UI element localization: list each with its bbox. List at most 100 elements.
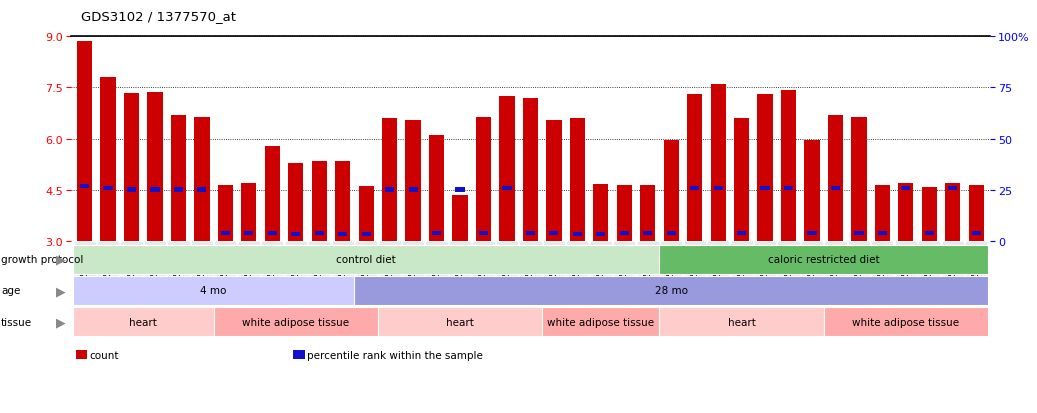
Bar: [828, 116, 843, 242]
Text: tissue: tissue: [1, 317, 32, 327]
Bar: [221, 231, 230, 235]
Bar: [409, 188, 418, 192]
Bar: [288, 163, 304, 242]
Bar: [385, 188, 394, 192]
Bar: [875, 185, 890, 242]
Bar: [572, 232, 582, 237]
Bar: [643, 231, 652, 235]
Bar: [734, 119, 750, 242]
Bar: [500, 97, 514, 242]
Bar: [405, 121, 421, 242]
Bar: [76, 350, 87, 359]
Bar: [429, 136, 444, 242]
Text: heart: heart: [130, 317, 158, 327]
Bar: [948, 186, 957, 190]
Bar: [174, 188, 183, 192]
Bar: [264, 146, 280, 242]
Bar: [660, 245, 988, 275]
Bar: [969, 185, 984, 242]
Bar: [542, 307, 660, 337]
Bar: [901, 186, 910, 190]
Bar: [77, 42, 92, 242]
Bar: [664, 141, 679, 242]
Text: ▶: ▶: [56, 315, 65, 328]
Text: control diet: control diet: [336, 255, 396, 265]
Bar: [667, 231, 676, 235]
Bar: [80, 184, 89, 189]
Bar: [757, 95, 773, 242]
Bar: [359, 186, 373, 242]
Bar: [569, 119, 585, 242]
Bar: [596, 232, 606, 237]
Bar: [150, 188, 160, 192]
Bar: [104, 186, 113, 190]
Bar: [546, 121, 561, 242]
Bar: [362, 232, 371, 237]
Bar: [214, 307, 377, 337]
Bar: [878, 231, 887, 235]
Bar: [808, 231, 816, 235]
Bar: [242, 184, 256, 242]
Bar: [218, 185, 233, 242]
Bar: [922, 187, 937, 242]
Bar: [502, 186, 511, 190]
Bar: [335, 161, 351, 242]
Bar: [710, 85, 726, 242]
Bar: [194, 117, 209, 242]
Bar: [526, 231, 535, 235]
Bar: [550, 231, 559, 235]
Text: percentile rank within the sample: percentile rank within the sample: [307, 350, 483, 360]
Bar: [617, 185, 632, 242]
Bar: [293, 350, 305, 359]
Bar: [73, 276, 355, 306]
Text: heart: heart: [446, 317, 474, 327]
Bar: [945, 184, 960, 242]
Bar: [713, 186, 723, 190]
Text: age: age: [1, 286, 21, 296]
Bar: [338, 232, 347, 237]
Bar: [314, 231, 324, 235]
Bar: [479, 231, 488, 235]
Bar: [245, 231, 253, 235]
Text: ▶: ▶: [56, 284, 65, 297]
Bar: [523, 98, 538, 242]
Bar: [660, 307, 823, 337]
Bar: [593, 184, 609, 242]
Bar: [972, 231, 981, 235]
Bar: [455, 188, 465, 192]
Text: white adipose tissue: white adipose tissue: [243, 317, 349, 327]
Text: 4 mo: 4 mo: [200, 286, 227, 296]
Bar: [854, 231, 864, 235]
Bar: [73, 307, 214, 337]
Bar: [925, 231, 934, 235]
Text: GDS3102 / 1377570_at: GDS3102 / 1377570_at: [81, 10, 235, 23]
Bar: [73, 245, 660, 275]
Bar: [197, 188, 206, 192]
Bar: [760, 186, 769, 190]
Text: growth protocol: growth protocol: [1, 255, 83, 265]
Bar: [171, 116, 186, 242]
Bar: [377, 307, 542, 337]
Bar: [737, 231, 747, 235]
Bar: [382, 119, 397, 242]
Bar: [432, 231, 441, 235]
Bar: [851, 117, 867, 242]
Bar: [784, 186, 793, 190]
Text: count: count: [89, 350, 118, 360]
Bar: [147, 93, 163, 242]
Bar: [823, 307, 988, 337]
Bar: [268, 231, 277, 235]
Bar: [640, 185, 655, 242]
Bar: [452, 196, 468, 242]
Text: ▶: ▶: [56, 253, 65, 266]
Bar: [355, 276, 988, 306]
Bar: [688, 95, 702, 242]
Bar: [123, 93, 139, 242]
Bar: [690, 186, 699, 190]
Bar: [291, 232, 301, 237]
Text: white adipose tissue: white adipose tissue: [852, 317, 959, 327]
Bar: [805, 141, 819, 242]
Bar: [620, 231, 628, 235]
Text: 28 mo: 28 mo: [654, 286, 688, 296]
Text: caloric restricted diet: caloric restricted diet: [768, 255, 879, 265]
